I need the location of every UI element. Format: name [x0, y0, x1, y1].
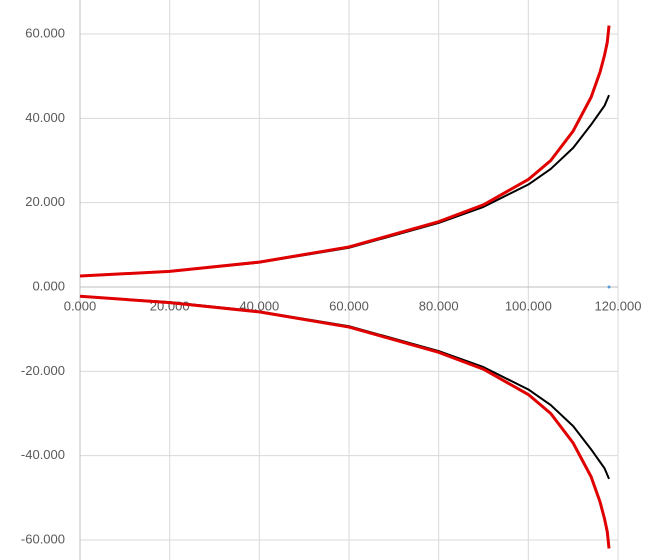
y-tick-label: -40.000	[21, 447, 65, 462]
y-tick-label: -60.000	[21, 531, 65, 546]
y-tick-label: 60.000	[25, 25, 65, 40]
series-line	[79, 295, 610, 480]
y-tick-label: 0.000	[32, 278, 65, 293]
series-line	[79, 294, 611, 549]
series-line	[79, 25, 611, 278]
x-tick-label: 80.000	[419, 298, 459, 313]
x-tick-label: 100.000	[505, 298, 552, 313]
x-tick-label: 0.000	[64, 298, 97, 313]
y-tick-label: 20.000	[25, 194, 65, 209]
x-tick-label: 60.000	[329, 298, 369, 313]
y-tick-label: 40.000	[25, 110, 65, 125]
y-tick-label: -20.000	[21, 363, 65, 378]
point	[607, 285, 611, 289]
x-tick-label: 120.000	[595, 298, 642, 313]
